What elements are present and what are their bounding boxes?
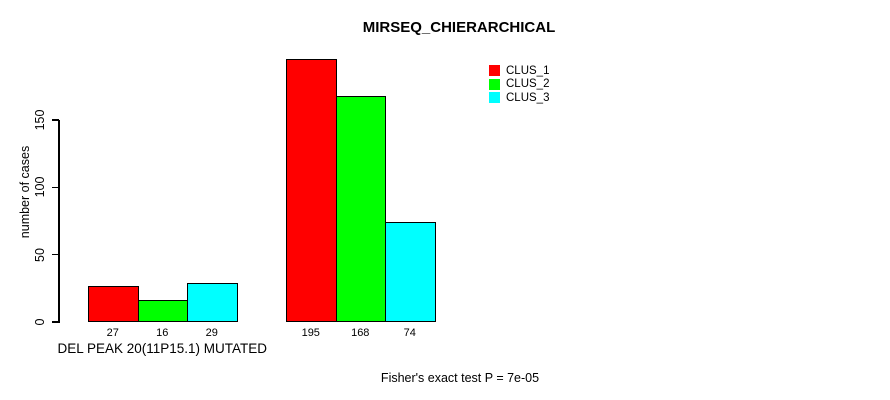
red-square-swatch (489, 65, 500, 77)
legend-label: CLUS_1 (506, 64, 550, 77)
y-tick-label: 0 (33, 318, 47, 326)
bar-clus_3-group1 (187, 282, 238, 322)
y-axis-line (58, 120, 60, 323)
annotation-fisher-test: Fisher's exact test P = 7e-05 (380, 371, 540, 385)
bar-value-label: 168 (351, 327, 370, 339)
bar-value-label: 74 (403, 327, 416, 339)
bar-clus_1-group1 (88, 285, 139, 322)
bar-clus_3-group2 (385, 222, 436, 322)
bar-clus_2-group1 (137, 300, 188, 322)
legend: CLUS_1 CLUS_2 CLUS_3 (489, 64, 549, 105)
bar-value-label: 29 (205, 327, 218, 339)
y-tick-label: 100 (33, 176, 47, 198)
y-tick-label: 150 (33, 109, 47, 131)
y-tick-mark (52, 321, 59, 323)
cyan-square-swatch (489, 92, 500, 104)
legend-row: CLUS_2 (489, 78, 549, 92)
bar-value-label: 16 (156, 327, 169, 339)
green-square-swatch (489, 78, 500, 90)
legend-row: CLUS_3 (489, 91, 549, 105)
y-tick-mark (52, 119, 59, 121)
legend-row: CLUS_1 (489, 64, 549, 78)
x-group-label: DEL PEAK 20(11P15.1) MUTATED (57, 341, 268, 356)
y-tick-mark (52, 186, 59, 189)
bar-clus_2-group2 (335, 95, 386, 322)
y-tick-label: 50 (33, 247, 47, 262)
legend-label: CLUS_3 (506, 91, 550, 104)
bar-value-label: 195 (301, 327, 320, 339)
y-tick-mark (52, 253, 59, 256)
chart-title: MIRSEQ_CHIERARCHICAL (362, 19, 556, 36)
bar-clus_1-group2 (286, 59, 337, 322)
legend-label: CLUS_2 (506, 78, 550, 91)
bar-value-label: 27 (106, 327, 119, 339)
